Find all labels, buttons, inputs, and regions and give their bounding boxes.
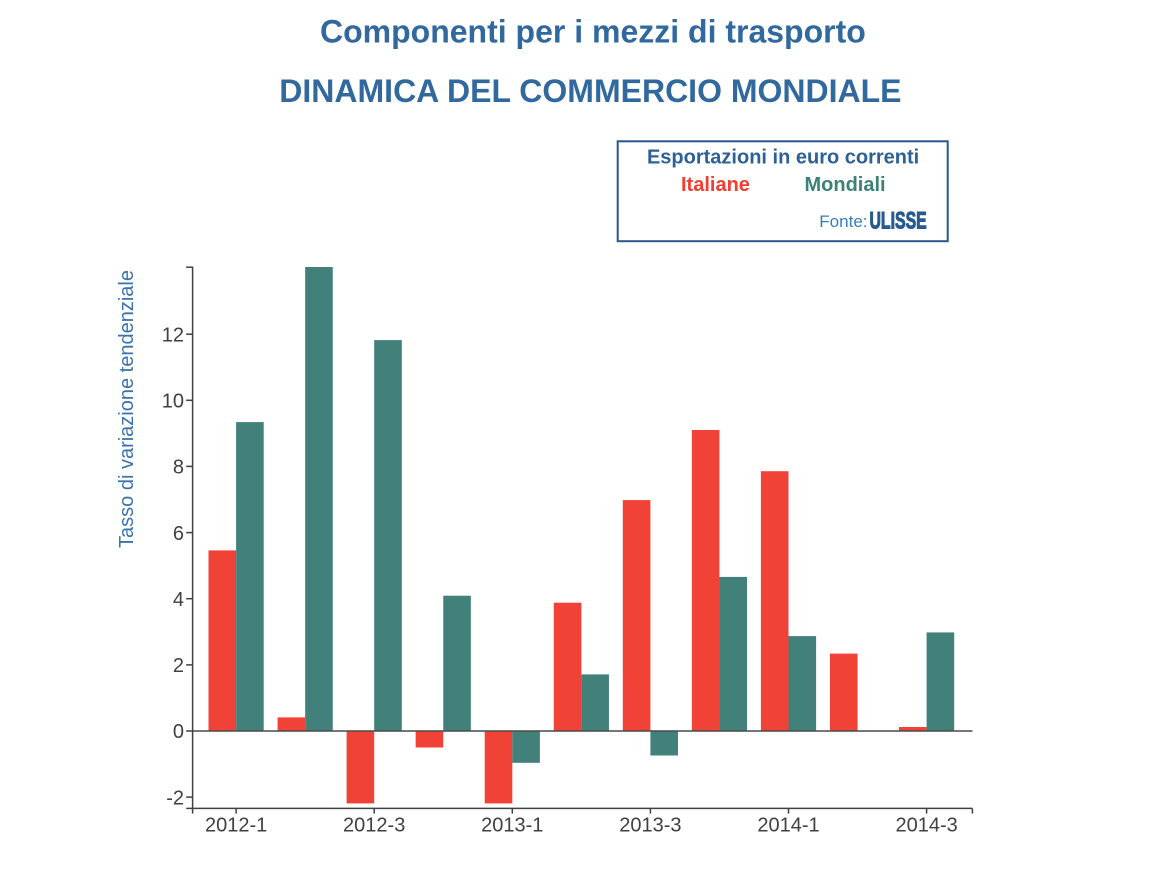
svg-text:2012-3: 2012-3 bbox=[343, 814, 405, 836]
svg-text:0: 0 bbox=[173, 721, 184, 743]
svg-text:12: 12 bbox=[162, 324, 184, 346]
svg-text:Componenti per i mezzi di tras: Componenti per i mezzi di trasporto bbox=[320, 13, 866, 49]
svg-text:Tasso di variazione tendenzial: Tasso di variazione tendenziale bbox=[116, 270, 138, 548]
svg-text:2: 2 bbox=[173, 655, 184, 677]
svg-text:2014-3: 2014-3 bbox=[895, 814, 957, 836]
svg-text:Mondiali: Mondiali bbox=[805, 174, 886, 196]
svg-text:2013-3: 2013-3 bbox=[619, 814, 681, 836]
svg-text:Esportazioni in euro correnti: Esportazioni in euro correnti bbox=[647, 146, 919, 168]
svg-text:8: 8 bbox=[173, 457, 184, 479]
svg-text:2013-1: 2013-1 bbox=[481, 814, 543, 836]
svg-text:ULISSE: ULISSE bbox=[870, 208, 927, 234]
svg-text:4: 4 bbox=[173, 589, 184, 611]
svg-text:DINAMICA DEL COMMERCIO MONDIAL: DINAMICA DEL COMMERCIO MONDIALE bbox=[279, 73, 901, 109]
svg-text:-2: -2 bbox=[166, 787, 184, 809]
svg-text:Italiane: Italiane bbox=[681, 174, 750, 196]
svg-text:2014-1: 2014-1 bbox=[757, 814, 819, 836]
svg-text:6: 6 bbox=[173, 523, 184, 545]
svg-text:2012-1: 2012-1 bbox=[205, 814, 267, 836]
svg-text:10: 10 bbox=[162, 391, 184, 413]
svg-text:Fonte:: Fonte: bbox=[819, 212, 867, 231]
